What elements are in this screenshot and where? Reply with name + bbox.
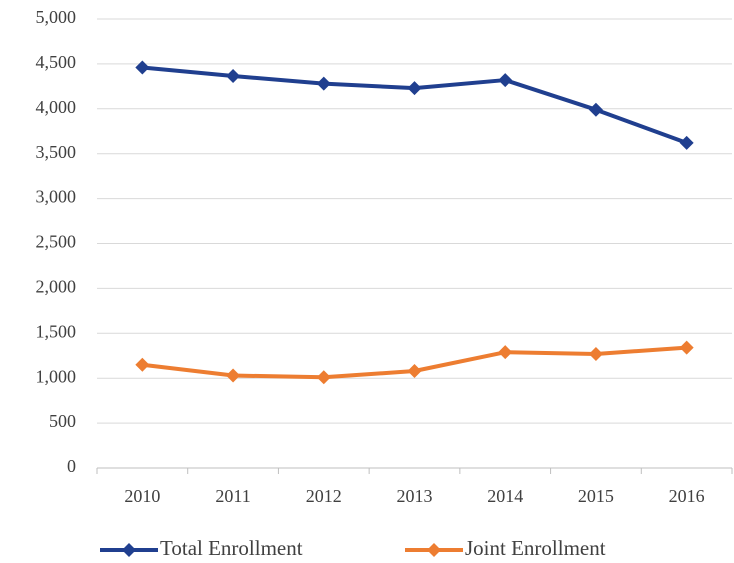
y-tick-label: 1,500 — [36, 321, 77, 341]
series-line — [142, 65, 688, 145]
x-tick-label: 2010 — [124, 486, 160, 506]
legend-marker — [427, 543, 441, 557]
point-marker — [498, 345, 513, 360]
y-tick-label: 3,500 — [36, 142, 77, 162]
y-tick-label: 4,500 — [36, 52, 77, 72]
y-tick-label: 0 — [67, 456, 76, 476]
y-tick-label: 500 — [49, 411, 76, 431]
legend-label: Joint Enrollment — [465, 536, 606, 560]
point-marker — [316, 370, 331, 385]
point-marker — [135, 357, 150, 372]
x-tick-label: 2014 — [487, 486, 523, 506]
point-marker — [316, 76, 331, 91]
point-marker — [588, 102, 603, 117]
point-marker — [679, 340, 694, 355]
y-tick-label: 2,000 — [36, 277, 77, 297]
point-marker — [135, 60, 150, 75]
y-tick-label: 5,000 — [36, 7, 77, 27]
point-marker — [407, 81, 422, 96]
point-marker — [498, 73, 513, 88]
legend-marker — [122, 543, 136, 557]
x-tick-label: 2015 — [578, 486, 614, 506]
legend-label: Total Enrollment — [160, 536, 303, 560]
x-tick-label: 2013 — [397, 486, 433, 506]
point-marker — [226, 368, 241, 383]
x-tick-label: 2012 — [306, 486, 342, 506]
x-tick-label: 2016 — [669, 486, 705, 506]
y-tick-label: 3,000 — [36, 187, 77, 207]
point-marker — [407, 364, 422, 379]
point-marker — [588, 346, 603, 361]
x-tick-label: 2011 — [215, 486, 250, 506]
point-marker — [226, 69, 241, 84]
y-tick-label: 2,500 — [36, 232, 77, 252]
point-marker — [679, 135, 694, 150]
y-tick-label: 4,000 — [36, 97, 77, 117]
y-tick-label: 1,000 — [36, 366, 77, 386]
